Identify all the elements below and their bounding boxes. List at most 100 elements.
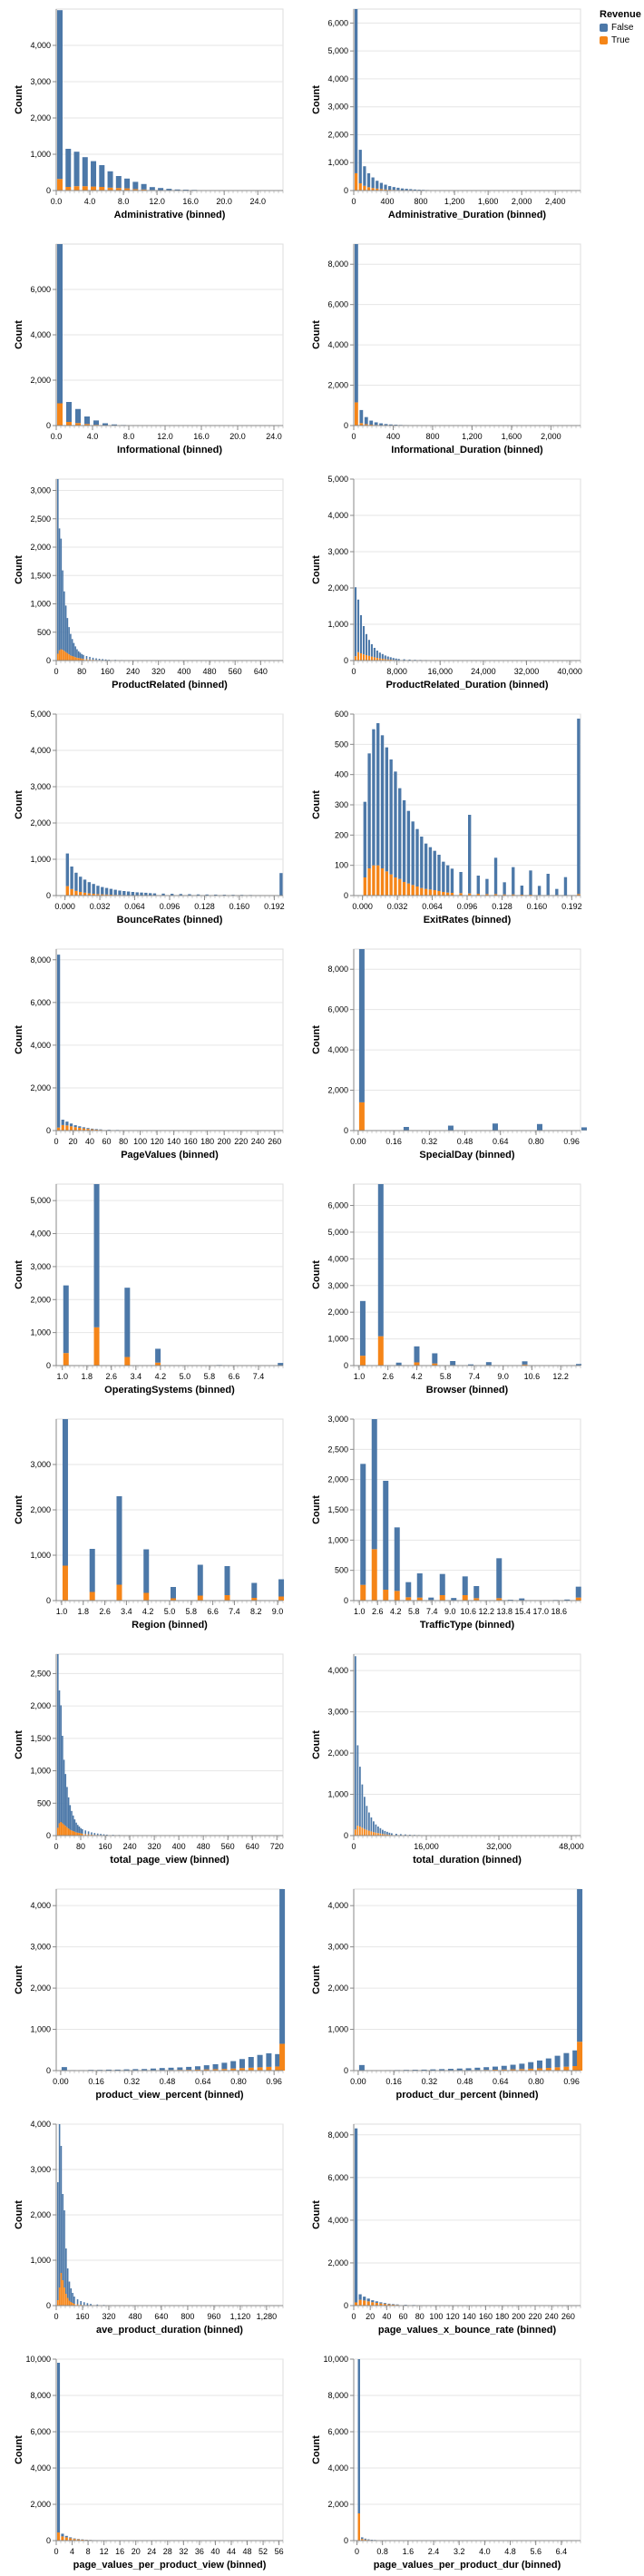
bar-true[interactable] bbox=[76, 657, 78, 661]
bar-false[interactable] bbox=[74, 646, 76, 658]
bar-true[interactable] bbox=[57, 653, 59, 661]
bar-false[interactable] bbox=[360, 1464, 366, 1585]
bar-true[interactable] bbox=[69, 1126, 73, 1131]
bar-false[interactable] bbox=[179, 894, 182, 896]
bar-true[interactable] bbox=[362, 654, 366, 661]
bar-false[interactable] bbox=[519, 1598, 525, 1601]
bar-true[interactable] bbox=[66, 422, 72, 426]
bar-true[interactable] bbox=[432, 1363, 438, 1366]
bar-true[interactable] bbox=[381, 659, 384, 661]
bar-true[interactable] bbox=[62, 1823, 63, 1836]
bar-true[interactable] bbox=[473, 1598, 480, 1601]
bar-false[interactable] bbox=[536, 2060, 542, 2069]
bar-false[interactable] bbox=[116, 1496, 122, 1585]
bar-false[interactable] bbox=[84, 1830, 87, 1835]
bar-false[interactable] bbox=[439, 1573, 445, 1595]
bar-false[interactable] bbox=[83, 654, 84, 660]
bar-true[interactable] bbox=[363, 877, 366, 896]
bar-true[interactable] bbox=[69, 2538, 73, 2541]
bar-false[interactable] bbox=[63, 1759, 65, 1825]
bar-false[interactable] bbox=[420, 837, 424, 888]
bar-false[interactable] bbox=[400, 188, 405, 191]
bar-false[interactable] bbox=[64, 605, 67, 652]
bar-false[interactable] bbox=[203, 2065, 210, 2070]
bar-true[interactable] bbox=[485, 894, 489, 896]
bar-false[interactable] bbox=[355, 2128, 358, 2303]
bar-false[interactable] bbox=[363, 166, 366, 186]
bar-true[interactable] bbox=[364, 2539, 367, 2541]
bar-true[interactable] bbox=[386, 659, 389, 661]
bar-false[interactable] bbox=[266, 2052, 272, 2067]
bar-true[interactable] bbox=[414, 1362, 420, 1366]
bar-true[interactable] bbox=[536, 2068, 542, 2072]
bar-false[interactable] bbox=[428, 847, 433, 890]
legend-item-false[interactable]: False bbox=[600, 23, 643, 33]
bar-false[interactable] bbox=[369, 420, 374, 425]
bar-false[interactable] bbox=[474, 2067, 481, 2071]
bar-false[interactable] bbox=[64, 1774, 67, 1827]
bar-true[interactable] bbox=[424, 888, 428, 896]
bar-false[interactable] bbox=[371, 177, 375, 189]
bar-false[interactable] bbox=[96, 1833, 99, 1836]
bar-true[interactable] bbox=[101, 894, 104, 896]
bar-false[interactable] bbox=[577, 719, 581, 895]
bar-true[interactable] bbox=[359, 1827, 361, 1836]
bar-false[interactable] bbox=[485, 1362, 492, 1366]
bar-false[interactable] bbox=[400, 1834, 402, 1836]
bar-false[interactable] bbox=[395, 658, 397, 661]
bar-true[interactable] bbox=[366, 187, 371, 191]
bar-true[interactable] bbox=[371, 188, 375, 191]
bar-false[interactable] bbox=[447, 2069, 454, 2071]
bar-true[interactable] bbox=[91, 1834, 93, 1836]
bar-true[interactable] bbox=[359, 653, 363, 661]
bar-false[interactable] bbox=[528, 2062, 534, 2069]
bar-false[interactable] bbox=[522, 1361, 528, 1365]
bar-true[interactable] bbox=[77, 658, 80, 661]
bar-true[interactable] bbox=[577, 2042, 583, 2071]
bar-false[interactable] bbox=[148, 893, 152, 896]
bar-false[interactable] bbox=[358, 2294, 362, 2300]
bar-false[interactable] bbox=[433, 850, 436, 890]
bar-true[interactable] bbox=[58, 2287, 61, 2306]
bar-true[interactable] bbox=[68, 2300, 71, 2307]
bar-true[interactable] bbox=[65, 886, 69, 896]
bar-false[interactable] bbox=[131, 892, 135, 896]
bar-true[interactable] bbox=[355, 172, 358, 191]
bar-false[interactable] bbox=[405, 189, 408, 191]
bar-false[interactable] bbox=[384, 655, 386, 660]
bar-false[interactable] bbox=[376, 181, 379, 189]
bar-true[interactable] bbox=[66, 652, 69, 661]
bar-false[interactable] bbox=[69, 1805, 72, 1830]
bar-false[interactable] bbox=[82, 1828, 83, 1834]
bar-false[interactable] bbox=[375, 2301, 378, 2303]
bar-true[interactable] bbox=[82, 186, 88, 191]
bar-false[interactable] bbox=[73, 642, 75, 657]
bar-true[interactable] bbox=[361, 1827, 364, 1836]
bar-false[interactable] bbox=[396, 187, 400, 191]
bar-true[interactable] bbox=[84, 1834, 87, 1836]
bar-true[interactable] bbox=[356, 651, 360, 661]
bar-false[interactable] bbox=[510, 2064, 516, 2070]
bar-true[interactable] bbox=[367, 655, 370, 661]
bar-false[interactable] bbox=[359, 1300, 366, 1357]
bar-false[interactable] bbox=[152, 893, 157, 896]
bar-false[interactable] bbox=[69, 1123, 73, 1127]
bar-true[interactable] bbox=[278, 1596, 285, 1601]
bar-false[interactable] bbox=[385, 747, 389, 872]
bar-false[interactable] bbox=[355, 587, 357, 657]
bar-true[interactable] bbox=[370, 656, 373, 661]
bar-false[interactable] bbox=[124, 1288, 131, 1357]
bar-false[interactable] bbox=[82, 157, 88, 187]
bar-false[interactable] bbox=[507, 1600, 513, 1601]
bar-false[interactable] bbox=[70, 867, 73, 889]
bar-false[interactable] bbox=[278, 1579, 285, 1597]
bar-false[interactable] bbox=[212, 2063, 219, 2070]
bar-false[interactable] bbox=[451, 1598, 457, 1601]
bar-true[interactable] bbox=[370, 1831, 373, 1836]
bar-false[interactable] bbox=[85, 656, 88, 660]
bar-false[interactable] bbox=[68, 2281, 71, 2301]
bar-false[interactable] bbox=[384, 424, 388, 426]
bar-true[interactable] bbox=[275, 2066, 281, 2071]
bar-false[interactable] bbox=[395, 1834, 397, 1836]
bar-false[interactable] bbox=[214, 894, 218, 896]
